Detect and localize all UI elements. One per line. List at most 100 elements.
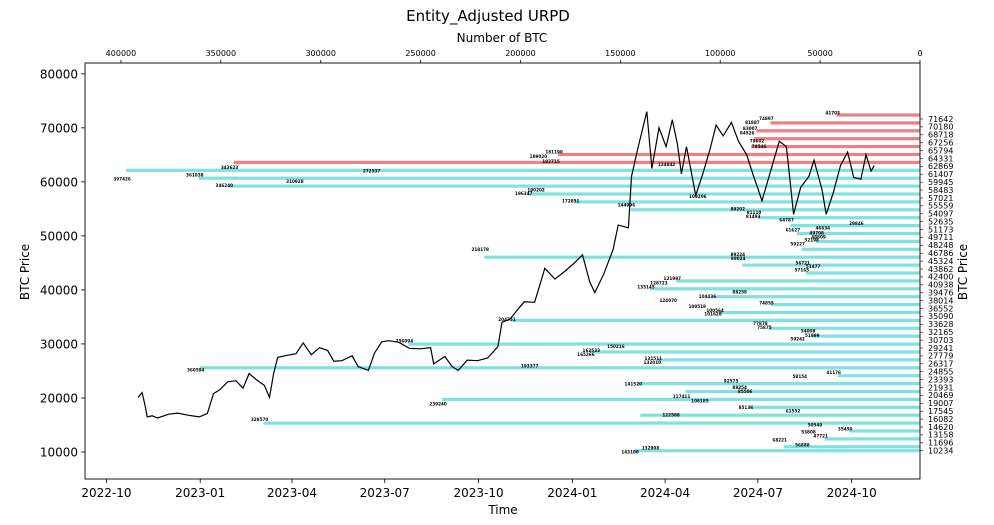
left-tick-label: 40000	[40, 283, 78, 297]
time-tick-label: 2023-04	[267, 486, 317, 500]
urpd-bar	[685, 389, 920, 394]
btc-tick-label: 0	[917, 49, 922, 58]
bar-value-label: 162533	[583, 348, 601, 353]
bar-value-label: 75875	[757, 325, 772, 330]
right-tick-label: 21931	[928, 383, 953, 392]
urpd-bar	[527, 192, 920, 196]
right-tick-label: 40938	[928, 281, 953, 290]
bar-value-label: 84526	[740, 131, 755, 136]
urpd-bar	[657, 358, 920, 362]
bar-value-label: 361038	[186, 172, 204, 177]
bar-value-label: 74855	[759, 300, 774, 305]
bar-value-label: 51899	[805, 333, 820, 338]
bar-value-label: 48809	[811, 235, 826, 240]
bar-value-label: 89202	[731, 206, 746, 211]
btc-tick-label: 50000	[807, 49, 832, 58]
bar-value-label: 132010	[644, 360, 662, 365]
right-tick-label: 16082	[928, 415, 953, 424]
urpd-bar	[790, 224, 920, 228]
bar-value-label: 29846	[849, 221, 864, 226]
btc-tick-label: 100000	[705, 49, 736, 58]
time-tick-label: 2023-10	[453, 486, 503, 500]
urpd-bar	[805, 271, 920, 275]
right-tick-label: 52635	[928, 217, 953, 226]
bar-value-label: 89024	[731, 256, 746, 261]
urpd-bar	[630, 208, 920, 212]
bar-value-label: 117411	[673, 394, 691, 399]
right-tick-label: 70180	[928, 123, 953, 132]
time-tick-label: 2024-07	[733, 486, 783, 500]
right-tick-label: 11696	[928, 439, 953, 448]
time-tick-label: 2023-01	[175, 486, 225, 500]
urpd-bar	[796, 231, 920, 236]
bar-value-label: 61627	[786, 227, 801, 232]
urpd-bar	[719, 310, 920, 315]
bar-value-label: 182715	[542, 159, 560, 164]
bar-value-label: 196347	[515, 191, 533, 196]
time-tick-label: 2024-10	[827, 486, 877, 500]
right-tick-label: 36552	[928, 304, 953, 313]
bar-value-label: 49708	[809, 231, 824, 236]
urpd-bar	[511, 318, 920, 322]
btc-tick-label: 200000	[505, 49, 536, 58]
bar-value-label: 52198	[804, 238, 819, 243]
urpd-bar	[574, 200, 920, 204]
bar-value-label: 109518	[688, 304, 706, 309]
right-tick-label: 14620	[928, 423, 953, 432]
right-tick-label: 64331	[928, 154, 953, 163]
bar-value-label: 346240	[216, 183, 234, 188]
bar-value-label: 56721	[795, 260, 810, 265]
bar-value-label: 193377	[521, 364, 539, 369]
right-tick-label: 38014	[928, 296, 953, 305]
urpd-bar	[768, 326, 920, 330]
bar-value-label: 121997	[664, 276, 682, 281]
right-tick-label: 45324	[928, 257, 953, 266]
left-tick-label: 30000	[40, 337, 78, 351]
right-tick-label: 51173	[928, 225, 953, 234]
bar-value-label: 68221	[772, 438, 787, 443]
urpd-bar	[408, 342, 920, 346]
urpd-bar	[837, 374, 920, 378]
right-tick-label: 65794	[928, 146, 953, 155]
right-tick-label: 35090	[928, 312, 953, 321]
bar-value-label: 64787	[779, 218, 794, 223]
bar-value-label: 272537	[363, 169, 381, 174]
urpd-bar	[783, 445, 920, 449]
bar-value-label: 397426	[113, 177, 131, 182]
bar-value-label: 328570	[251, 417, 269, 422]
bar-value-label: 83007	[743, 126, 758, 131]
bar-value-label: 218178	[471, 247, 489, 252]
urpd-bar	[484, 255, 920, 259]
urpd-bar	[637, 382, 920, 386]
bar-value-label: 77878	[753, 321, 768, 326]
bar-value-label: 239240	[429, 401, 447, 406]
left-tick-label: 50000	[40, 229, 78, 243]
bar-value-label: 143100	[621, 450, 639, 455]
bar-value-label: 135145	[637, 285, 655, 290]
right-tick-label: 62869	[928, 162, 953, 171]
bottom-axis-label: Time	[487, 503, 517, 517]
bar-value-label: 141520	[625, 381, 643, 386]
urpd-bar	[650, 287, 920, 291]
urpd-bar	[815, 239, 920, 243]
right-tick-label: 32165	[928, 328, 953, 337]
bar-value-label: 35450	[838, 426, 853, 431]
time-tick-label: 2022-10	[81, 486, 131, 500]
btc-tick-label: 300000	[305, 49, 336, 58]
right-tick-label: 71642	[928, 115, 953, 124]
left-axis-label: BTC Price	[18, 244, 32, 300]
bar-value-label: 310928	[286, 179, 304, 184]
bar-value-label: 124842	[658, 162, 676, 167]
bottom-time-axis: 2022-10 2023-01 2023-04 2023-07 2023-10 2024-…	[81, 479, 877, 500]
urpd-bar	[742, 263, 920, 267]
urpd-bar	[849, 429, 920, 433]
right-tick-label: 29241	[928, 344, 953, 353]
bar-value-label: 89224	[731, 252, 746, 257]
bar-value-label: 85136	[739, 405, 754, 410]
left-y-axis: 10000 20000 30000 40000 50000 60000 70000 80000	[40, 67, 85, 459]
bar-value-label: 46634	[816, 225, 831, 230]
urpd-bar	[812, 334, 920, 338]
bar-value-label: 56888	[795, 443, 810, 448]
left-tick-label: 20000	[40, 391, 78, 405]
